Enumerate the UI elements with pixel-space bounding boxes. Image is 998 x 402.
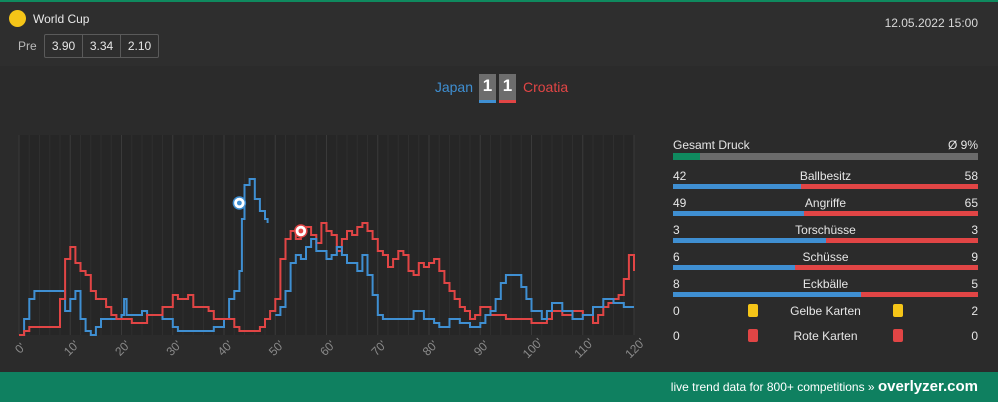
goal-ball-icon-center	[298, 228, 304, 234]
stat-bar-away	[825, 238, 978, 243]
pressure-bar-fill	[673, 153, 701, 160]
competition-name[interactable]: World Cup	[33, 12, 90, 26]
stat-label: Torschüsse	[795, 223, 856, 237]
x-tick-label: 120'	[622, 335, 648, 361]
stat-bar-home	[673, 184, 802, 189]
stat-bar-home	[673, 238, 826, 243]
x-tick-label: 80'	[420, 338, 441, 359]
goal-ball-icon-center	[236, 200, 242, 206]
home-score: 1	[479, 74, 496, 103]
stat-home-value: 6	[673, 250, 680, 264]
stat-home-value: 8	[673, 277, 680, 291]
stat-away-value: 5	[971, 277, 978, 291]
x-tick-label: 90'	[471, 338, 492, 359]
stat-bar-home	[673, 292, 861, 297]
series-line-croatia	[19, 222, 635, 336]
stat-bar	[673, 265, 978, 270]
x-tick-label: 70'	[368, 338, 389, 359]
stat-label: Angriffe	[804, 196, 847, 210]
yellow-cards-home: 0	[673, 304, 680, 318]
yellow-cards-label: Gelbe Karten	[790, 304, 861, 318]
match-datetime: 12.05.2022 15:00	[884, 16, 978, 30]
x-tick-label: 60'	[317, 338, 338, 359]
stat-away-value: 9	[971, 250, 978, 264]
stat-away-value: 3	[971, 223, 978, 237]
red-cards-label: Rote Karten	[793, 329, 858, 343]
odds-label: Pre	[18, 39, 37, 53]
pressure-label: Gesamt Druck	[673, 138, 750, 152]
odd-away[interactable]: 2.10	[127, 39, 152, 53]
odd-home[interactable]: 3.90	[45, 35, 83, 57]
x-tick-label: 20'	[112, 338, 133, 359]
pressure-bar	[673, 153, 978, 160]
away-team-name[interactable]: Croatia	[523, 79, 569, 95]
stat-label: Ballbesitz	[799, 169, 852, 183]
x-tick-label: 10'	[61, 338, 82, 359]
stat-bar	[673, 211, 978, 216]
stat-bar-away	[804, 211, 978, 216]
world-cup-icon	[9, 10, 26, 27]
x-tick-label: 30'	[163, 338, 184, 359]
stat-home-value: 42	[673, 169, 687, 183]
stat-bar-home	[673, 211, 805, 216]
pressure-value: Ø 9%	[947, 138, 978, 152]
stat-bar	[673, 292, 978, 297]
stat-bar	[673, 238, 978, 243]
stat-bar-away	[795, 265, 978, 270]
red-cards-home: 0	[673, 329, 680, 343]
x-tick-label: 40'	[215, 338, 236, 359]
x-tick-label: 50'	[266, 338, 287, 359]
stat-bar-away	[860, 292, 978, 297]
stat-label: Schüsse	[802, 250, 849, 264]
top-accent-line	[0, 0, 998, 2]
home-team-name[interactable]: Japan	[434, 79, 473, 95]
stat-away-value: 65	[964, 196, 978, 210]
odds-group: 3.90 3.34 2.10	[44, 34, 159, 58]
x-tick-label: 110'	[571, 336, 596, 361]
stat-bar-away	[801, 184, 978, 189]
brand-link[interactable]: overlyzer.com	[877, 378, 978, 395]
red-card-icon	[893, 329, 903, 342]
away-score: 1	[499, 74, 516, 103]
red-card-icon	[748, 329, 758, 342]
stat-bar-home	[673, 265, 795, 270]
x-tick-label: 100'	[520, 335, 546, 361]
footer-text-group: live trend data for 800+ competitions » …	[671, 378, 978, 395]
footer-tagline: live trend data for 800+ competitions »	[670, 380, 875, 394]
odd-draw[interactable]: 3.34	[83, 35, 121, 57]
stat-away-value: 58	[964, 169, 978, 183]
yellow-cards-away: 2	[971, 304, 978, 318]
stat-home-value: 49	[673, 196, 687, 210]
stat-label: Eckbälle	[802, 277, 849, 291]
footer-banner[interactable]: live trend data for 800+ competitions » …	[0, 372, 998, 402]
pressure-trend-chart: 0' 10' 20' 30' 40' 50' 60' 70' 80' 90' 100' 110' 120…	[12, 135, 648, 361]
stat-home-value: 3	[673, 223, 680, 237]
yellow-card-icon	[893, 304, 903, 317]
match-header: World Cup 12.05.2022 15:00 Pre 3.90 3.34…	[0, 2, 998, 66]
scoreline: Japan 1 1 Croatia	[0, 74, 998, 103]
stat-bar	[673, 184, 978, 189]
yellow-card-icon	[748, 304, 758, 317]
series-line-japan	[275, 238, 634, 328]
red-cards-away: 0	[971, 329, 978, 343]
x-tick-label: 0'	[12, 340, 28, 356]
